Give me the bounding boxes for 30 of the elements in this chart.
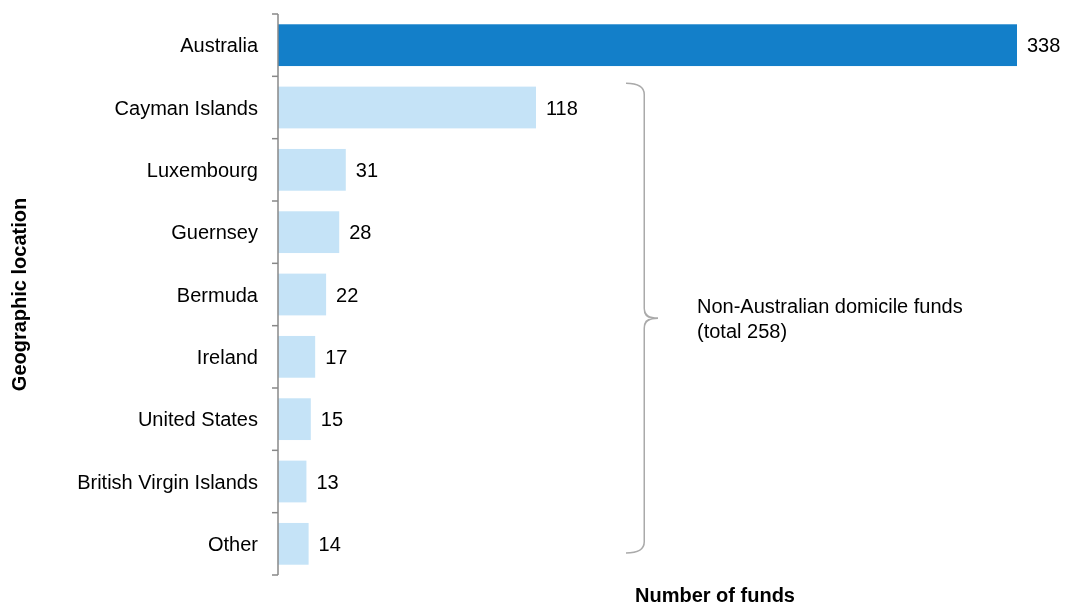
data-label: 338 <box>1027 34 1061 57</box>
bar <box>278 398 311 441</box>
y-axis-title: Geographic location <box>8 197 30 392</box>
y-tick-label: Bermuda <box>176 283 259 306</box>
y-tick-label: United States <box>137 408 258 431</box>
y-tick-label: British Virgin Islands <box>77 470 258 493</box>
bar <box>278 273 327 316</box>
y-tick-label: Ireland <box>196 345 258 368</box>
data-label: 31 <box>355 158 379 181</box>
data-label: 118 <box>545 96 578 119</box>
data-label: 15 <box>320 408 344 431</box>
bar <box>278 335 316 378</box>
data-label: 13 <box>316 470 339 493</box>
bar <box>278 86 536 129</box>
y-tick-label: Australia <box>180 34 259 57</box>
y-tick-label: Guernsey <box>171 221 258 244</box>
bar <box>278 148 346 191</box>
bar <box>278 460 307 503</box>
y-tick-label: Luxembourg <box>146 158 258 181</box>
data-label: 22 <box>336 283 359 306</box>
data-label: 28 <box>349 221 372 244</box>
bar <box>278 211 340 254</box>
data-label: 17 <box>325 345 348 368</box>
data-label: 14 <box>318 532 341 555</box>
bar <box>278 522 309 565</box>
x-axis-title: Number of funds <box>635 584 795 606</box>
y-tick-label: Other <box>207 532 259 555</box>
y-tick-label: Cayman Islands <box>114 96 258 119</box>
annotation: Non-Australian domicile funds (total 258) <box>697 295 963 343</box>
bar <box>278 24 1017 67</box>
